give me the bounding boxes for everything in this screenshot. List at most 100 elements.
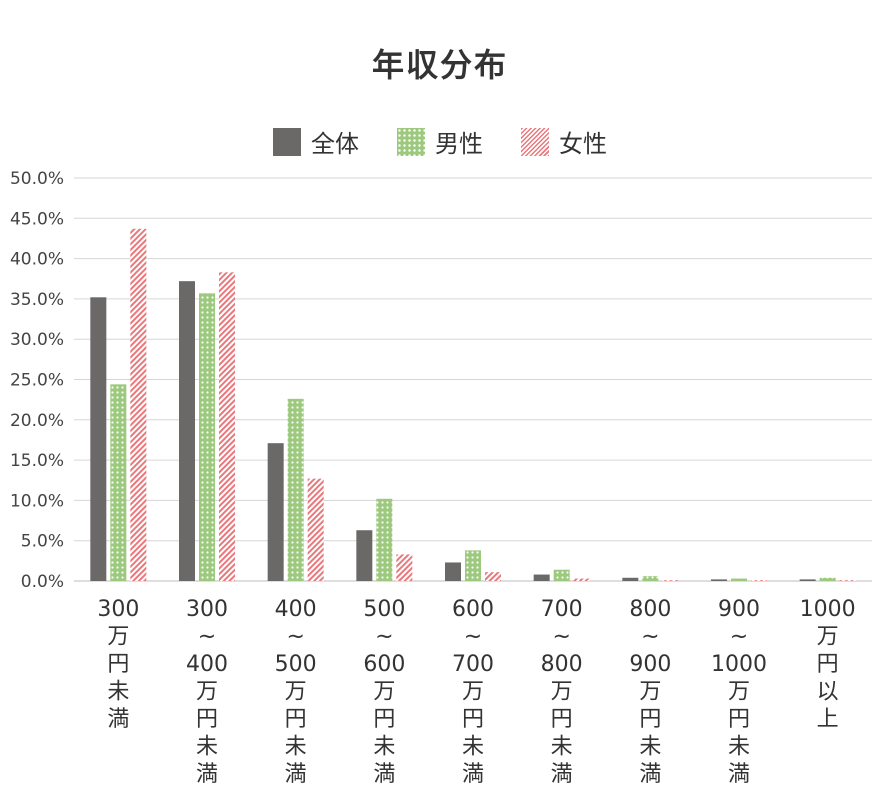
bar-female-2 [307, 478, 324, 581]
bar-male-5 [553, 569, 570, 581]
x-tick-label-part: 600 [452, 597, 494, 622]
x-tick-label-part: 1000 [800, 597, 856, 622]
bar-all-6 [622, 577, 639, 581]
x-tick-label-part: 400 [186, 652, 228, 677]
bar-male-3 [376, 498, 393, 581]
legend-label-all: 全体 [311, 130, 359, 158]
bar-all-8 [799, 579, 816, 581]
x-tick-label-part: 円 [373, 707, 395, 732]
y-tick-label: 10.0% [10, 491, 64, 511]
x-tick-label-part: 未 [728, 735, 750, 760]
x-tick-label-part: 未 [462, 735, 484, 760]
x-tick-label-part: 円 [551, 707, 573, 732]
x-tick-label-part: 未 [107, 680, 129, 705]
bar-female-8 [839, 580, 856, 581]
legend-item-all: 全体 [273, 124, 359, 159]
x-tick-label: 800 ~900 万円未満 [629, 597, 671, 787]
x-tick-label-part: 満 [462, 762, 484, 787]
x-tick-label-part: 満 [551, 762, 573, 787]
x-tick-label-part: 800 [629, 597, 671, 622]
x-tick-label-part: 700 [452, 652, 494, 677]
y-tick-label: 5.0% [21, 532, 64, 552]
x-tick-label-part: ~ [552, 625, 570, 650]
bar-male-7 [731, 578, 747, 581]
bar-female-7 [751, 580, 767, 581]
bar-all-5 [533, 574, 550, 581]
bar-female-6 [662, 580, 679, 581]
x-tick-label-part: 500 [275, 652, 317, 677]
y-axis: 0.0% 5.0% 10.0% 15.0% 20.0% 25.0% 30.0% 35.0% 40… [10, 169, 64, 592]
x-tick-label-part: 円 [639, 707, 661, 732]
x-tick-label-part: 万 [817, 625, 839, 650]
legend: 全体 男性 女性 [0, 124, 880, 159]
y-tick-label: 0.0% [21, 572, 64, 592]
x-tick-label-part: 円 [462, 707, 484, 732]
bar-female-3 [396, 554, 413, 581]
x-tick-label-part: 1000 [711, 652, 767, 677]
x-tick-label-part: 900 [718, 597, 760, 622]
bar-all-1 [179, 281, 195, 581]
bars [90, 228, 856, 581]
x-tick-label-part: 満 [373, 762, 395, 787]
x-tick-label-part: ~ [198, 625, 216, 650]
x-tick-label: 300 万円未満 [97, 597, 139, 732]
x-tick-label-part: 500 [363, 597, 405, 622]
x-tick-label-part: 800 [541, 652, 583, 677]
x-tick-label-part: 900 [629, 652, 671, 677]
bar-male-2 [287, 398, 304, 581]
y-tick-label: 50.0% [10, 169, 64, 189]
x-tick-label: 500 ~600 万円未満 [363, 597, 405, 787]
y-tick-label: 20.0% [10, 411, 64, 431]
bar-male-0 [110, 384, 127, 581]
bar-male-8 [819, 577, 836, 581]
y-tick-label: 40.0% [10, 250, 64, 270]
legend-item-male: 男性 [397, 124, 483, 159]
x-tick-label-part: 未 [285, 735, 307, 760]
x-tick-label-part: 未 [196, 735, 218, 760]
x-tick-label: 400 ~500 万円未満 [275, 597, 317, 787]
x-tick-label-part: 万 [285, 680, 307, 705]
y-tick-label: 45.0% [10, 209, 64, 229]
x-tick-label-part: ~ [286, 625, 304, 650]
x-tick-label-part: 300 [186, 597, 228, 622]
x-tick-label-part: 万 [107, 625, 129, 650]
x-tick-label: 900 ~1000 万円未満 [711, 597, 767, 787]
x-tick-label-part: 未 [551, 735, 573, 760]
bar-female-1 [219, 272, 235, 581]
bar-male-1 [199, 293, 215, 581]
bar-male-6 [642, 576, 659, 581]
y-tick-label: 35.0% [10, 290, 64, 310]
x-tick-label-part: 万 [639, 680, 661, 705]
legend-label-male: 男性 [435, 130, 483, 158]
x-tick-label-part: 未 [373, 735, 395, 760]
x-tick-label-part: 満 [728, 762, 750, 787]
bar-female-4 [485, 572, 501, 581]
x-tick-label-part: 円 [107, 652, 129, 677]
bar-female-0 [130, 228, 147, 581]
x-tick-label-part: 円 [285, 707, 307, 732]
x-tick-label-part: 上 [817, 707, 839, 732]
legend-label-female: 女性 [559, 130, 607, 158]
x-tick-label-part: 満 [107, 707, 129, 732]
y-tick-label: 15.0% [10, 451, 64, 471]
y-tick-label: 30.0% [10, 330, 64, 350]
x-tick-label-part: 未 [639, 735, 661, 760]
x-tick-label-part: 満 [196, 762, 218, 787]
chart-title: 年収分布 [371, 46, 508, 84]
x-tick-label-part: 満 [639, 762, 661, 787]
x-tick-label: 300 ~400 万円未満 [186, 597, 228, 787]
x-tick-label-part: 満 [285, 762, 307, 787]
x-tick-label-part: 万 [462, 680, 484, 705]
x-tick-label-part: 300 [97, 597, 139, 622]
bar-female-5 [573, 578, 590, 581]
x-tick-label-part: 600 [363, 652, 405, 677]
x-tick-label-part: 円 [196, 707, 218, 732]
legend-swatch-all [273, 127, 301, 156]
legend-swatch-female [521, 127, 549, 156]
bar-all-3 [356, 530, 373, 581]
bar-all-2 [267, 443, 284, 581]
x-tick-label-part: ~ [730, 625, 748, 650]
x-tick-label-part: 700 [541, 597, 583, 622]
